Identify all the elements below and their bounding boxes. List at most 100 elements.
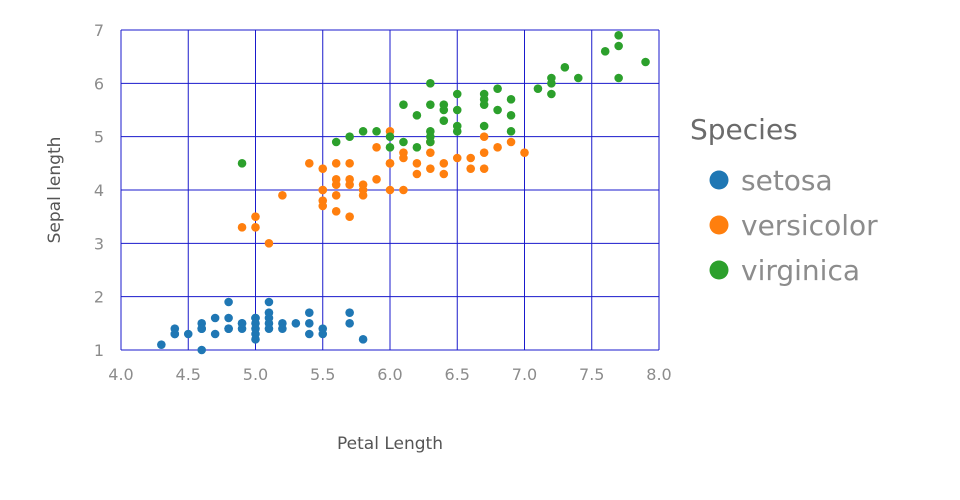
point-versicolor <box>493 143 502 152</box>
x-tick-label: 8.0 <box>646 365 671 384</box>
point-virginica <box>399 100 408 109</box>
point-versicolor <box>452 153 462 163</box>
point-virginica <box>574 73 583 83</box>
legend-title: Species <box>690 113 798 146</box>
point-versicolor <box>479 148 489 157</box>
point-versicolor <box>331 191 341 200</box>
point-virginica <box>560 63 570 72</box>
point-versicolor <box>385 159 395 168</box>
point-setosa <box>224 313 233 323</box>
point-versicolor <box>318 185 328 195</box>
point-versicolor <box>466 153 476 163</box>
point-virginica <box>412 143 422 152</box>
y-axis-title: Sepal length <box>45 137 65 244</box>
legend-marker-versicolor <box>709 215 729 235</box>
y-tick-label: 6 <box>94 74 104 93</box>
point-versicolor <box>358 185 368 195</box>
point-versicolor <box>278 191 287 200</box>
point-virginica <box>479 100 489 109</box>
point-virginica <box>479 121 489 131</box>
point-virginica <box>614 41 623 51</box>
point-virginica <box>439 105 449 115</box>
legend-label-virginica: virginica <box>741 254 860 287</box>
x-tick-label: 5.0 <box>243 365 268 384</box>
point-versicolor <box>372 143 381 152</box>
point-versicolor <box>520 148 529 157</box>
point-setosa <box>210 313 220 323</box>
point-setosa <box>264 313 274 323</box>
point-versicolor <box>426 164 435 173</box>
point-versicolor <box>439 169 449 179</box>
y-tick-label: 4 <box>94 181 104 200</box>
x-tick-label: 7.0 <box>512 365 537 384</box>
point-setosa <box>264 297 274 307</box>
point-versicolor <box>479 164 489 173</box>
point-virginica <box>385 132 395 141</box>
y-tick-label: 3 <box>94 234 104 253</box>
point-setosa <box>210 329 220 339</box>
point-setosa <box>251 335 260 344</box>
point-setosa <box>237 319 247 328</box>
legend-marker-virginica <box>709 260 729 280</box>
point-virginica <box>547 79 556 88</box>
y-tick-label: 2 <box>94 288 104 307</box>
point-virginica <box>399 137 408 147</box>
point-versicolor <box>426 148 435 157</box>
legend: setosa versicolor virginica <box>709 164 878 287</box>
point-versicolor <box>264 239 274 248</box>
point-virginica <box>547 89 556 99</box>
point-virginica <box>641 57 650 67</box>
point-setosa <box>157 340 166 349</box>
point-virginica <box>331 137 341 147</box>
point-setosa <box>224 297 233 307</box>
point-virginica <box>426 100 435 109</box>
point-versicolor <box>479 132 489 141</box>
point-versicolor <box>399 153 408 163</box>
point-virginica <box>345 132 354 141</box>
y-axis-ticks: 1 2 3 4 5 6 7 <box>94 21 104 360</box>
point-versicolor <box>399 185 408 195</box>
point-setosa <box>197 345 206 355</box>
point-setosa <box>291 319 301 328</box>
point-virginica <box>358 127 368 136</box>
point-versicolor <box>237 223 247 232</box>
point-versicolor <box>506 137 516 147</box>
legend-marker-setosa <box>709 170 729 190</box>
point-virginica <box>237 159 247 168</box>
point-virginica <box>506 127 516 136</box>
point-virginica <box>452 105 462 115</box>
legend-label-versicolor: versicolor <box>741 209 878 242</box>
point-setosa <box>345 319 354 328</box>
x-tick-label: 5.5 <box>310 365 335 384</box>
point-setosa <box>318 329 328 339</box>
point-virginica <box>614 73 623 83</box>
point-versicolor <box>318 164 328 173</box>
point-setosa <box>183 329 193 339</box>
point-setosa <box>305 329 314 339</box>
point-versicolor <box>439 159 449 168</box>
point-versicolor <box>345 180 354 189</box>
point-versicolor <box>305 159 314 168</box>
point-versicolor <box>466 164 476 173</box>
point-versicolor <box>331 207 341 216</box>
y-tick-label: 7 <box>94 21 104 40</box>
point-setosa <box>278 324 287 333</box>
point-setosa <box>224 324 233 333</box>
point-setosa <box>264 324 274 333</box>
point-virginica <box>412 111 422 120</box>
point-versicolor <box>385 185 395 195</box>
point-setosa <box>358 335 368 344</box>
point-versicolor <box>345 212 354 221</box>
x-tick-label: 6.5 <box>445 365 470 384</box>
point-versicolor <box>331 159 341 168</box>
point-versicolor <box>251 212 260 221</box>
point-virginica <box>493 105 502 115</box>
point-virginica <box>533 84 543 93</box>
point-versicolor <box>345 159 354 168</box>
point-versicolor <box>412 169 422 179</box>
point-virginica <box>372 127 381 136</box>
y-tick-label: 5 <box>94 128 104 147</box>
point-versicolor <box>331 180 341 189</box>
point-versicolor <box>251 223 260 232</box>
